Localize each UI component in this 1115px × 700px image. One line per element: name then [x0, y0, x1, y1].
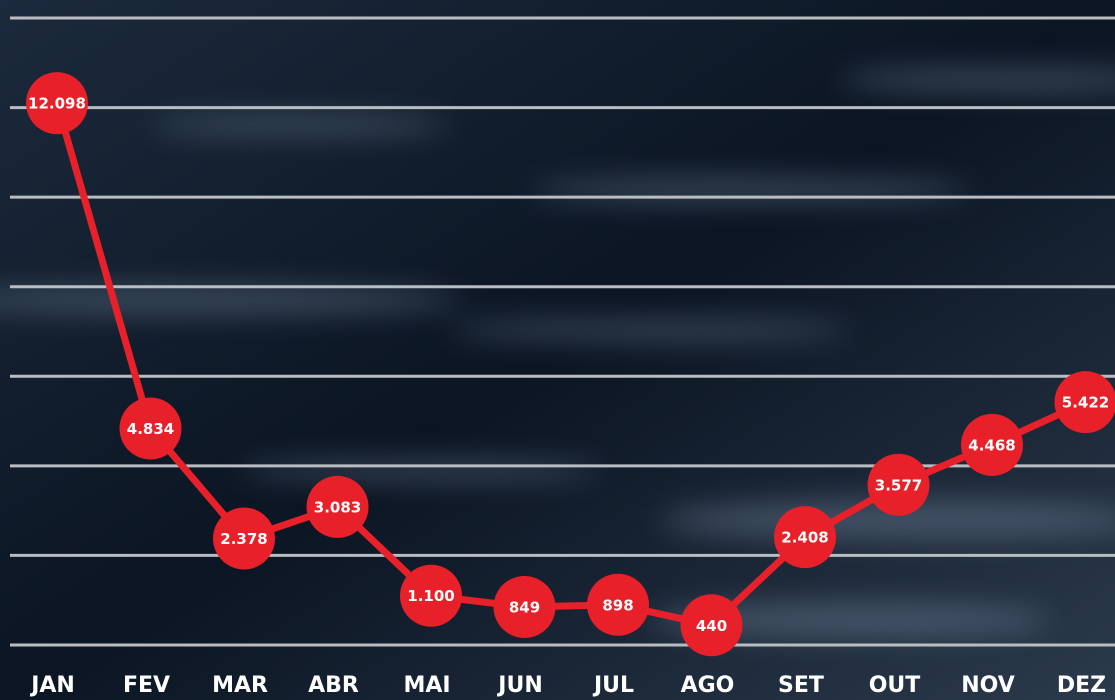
point [119, 397, 182, 460]
x-tick-label: AGO [681, 673, 735, 698]
point [493, 575, 556, 638]
point [961, 413, 1023, 476]
point [587, 573, 649, 636]
data-label: 4.468 [968, 436, 1015, 454]
point [26, 72, 88, 135]
x-tick-label: OUT [869, 673, 921, 698]
data-label: 1.100 [407, 587, 454, 605]
data-label: 440 [696, 617, 727, 635]
x-tick-label: FEV [123, 673, 170, 698]
x-tick-label: DEZ [1057, 673, 1106, 698]
point [213, 507, 275, 570]
data-label: 2.408 [781, 529, 828, 547]
x-tick-label: MAI [403, 673, 450, 698]
x-tick-label: JUL [592, 673, 634, 698]
point [867, 453, 930, 516]
point [306, 475, 369, 538]
x-tick-label: JAN [29, 673, 75, 698]
data-label: 5.422 [1062, 394, 1109, 412]
data-label: 2.378 [220, 530, 267, 548]
data-label: 12.098 [28, 95, 86, 113]
point [680, 594, 743, 657]
x-tick-label: ABR [308, 673, 359, 698]
data-label: 849 [509, 598, 540, 616]
data-label: 3.083 [314, 498, 361, 516]
point [1054, 371, 1115, 434]
x-tick-label: NOV [961, 673, 1015, 698]
x-tick-label: SET [778, 673, 824, 698]
data-label: 4.834 [127, 420, 174, 438]
x-tick-label: JUN [496, 673, 542, 698]
point [400, 564, 462, 627]
data-label: 898 [602, 596, 633, 614]
data-label: 3.577 [875, 476, 922, 494]
point [774, 506, 836, 569]
x-tick-label: MAR [212, 673, 268, 698]
